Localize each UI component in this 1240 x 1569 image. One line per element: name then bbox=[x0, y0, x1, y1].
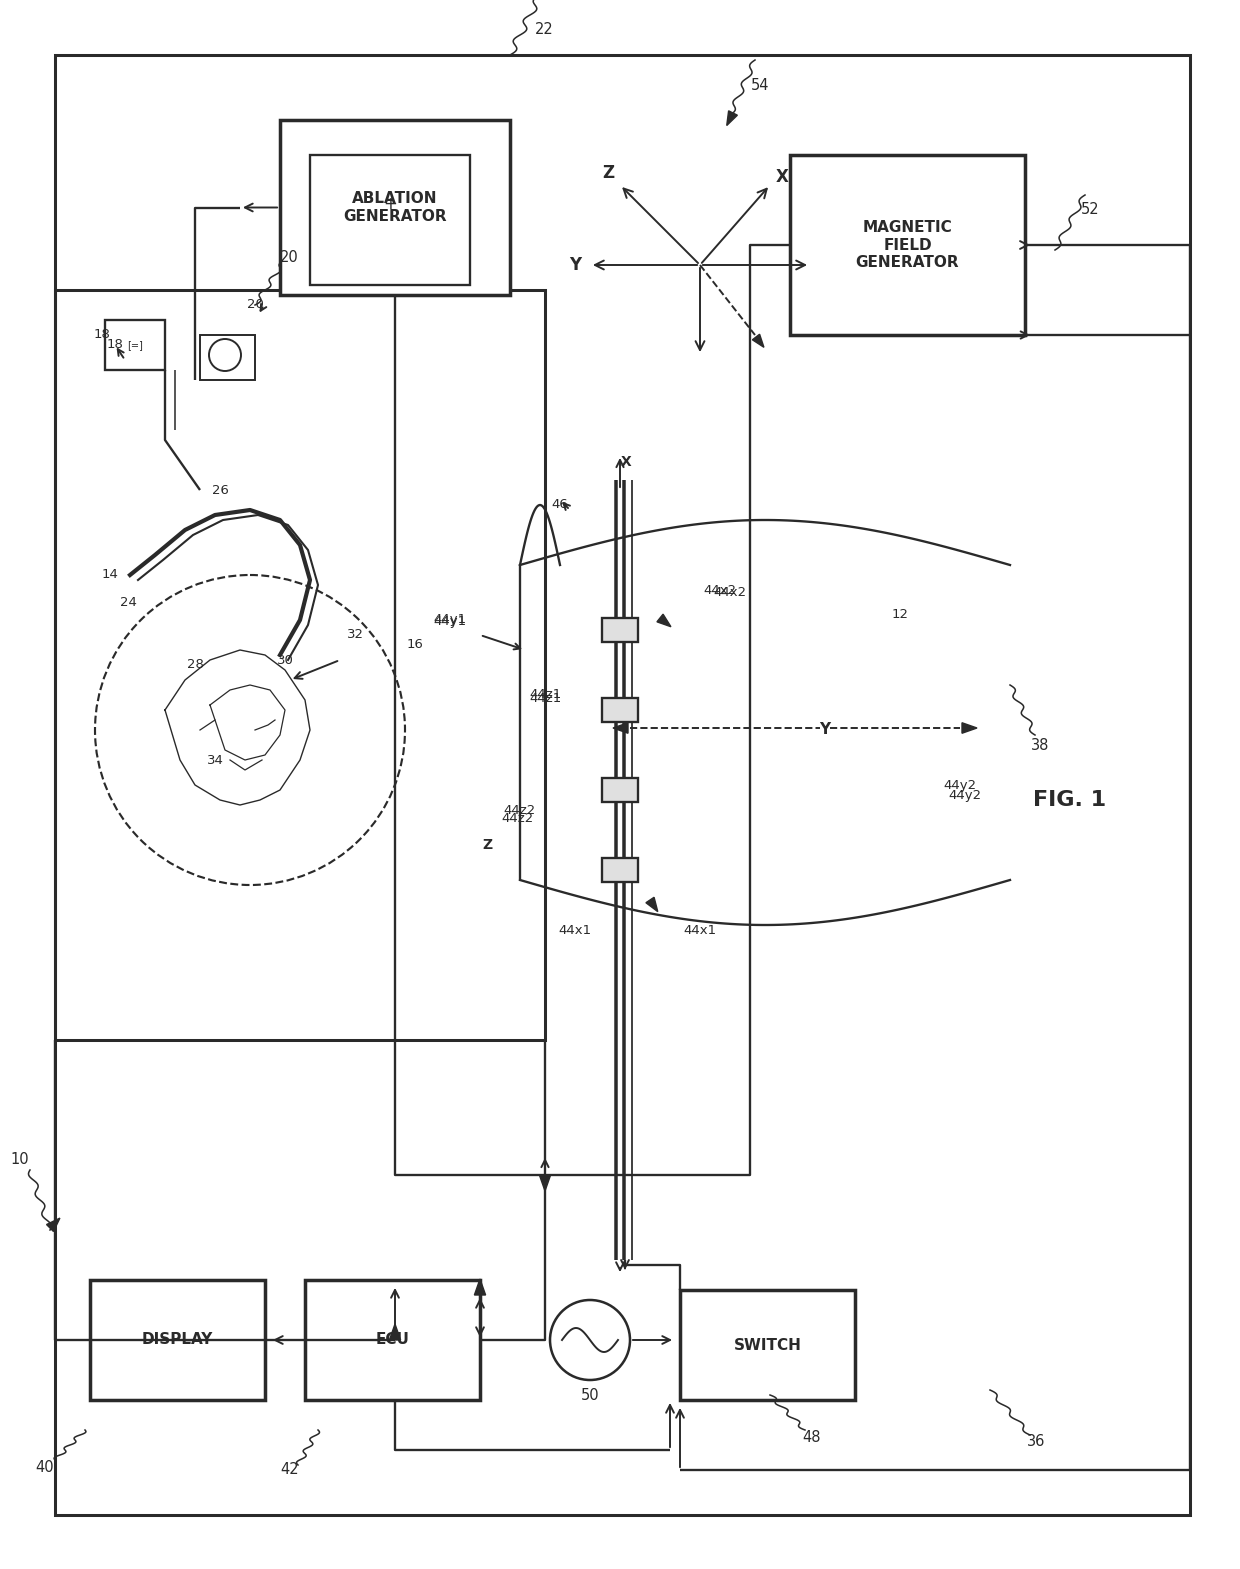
Polygon shape bbox=[962, 723, 977, 733]
Text: 20: 20 bbox=[280, 251, 299, 265]
Polygon shape bbox=[727, 111, 738, 126]
Text: 22: 22 bbox=[534, 22, 553, 38]
Bar bbox=[200, 336, 255, 380]
Text: 44x2: 44x2 bbox=[703, 584, 737, 596]
Polygon shape bbox=[753, 334, 764, 347]
Text: 18: 18 bbox=[107, 339, 124, 351]
Text: 26: 26 bbox=[212, 483, 228, 496]
Bar bbox=[91, 1280, 265, 1400]
Text: 28: 28 bbox=[186, 659, 203, 672]
Polygon shape bbox=[613, 723, 627, 733]
Text: 44y2: 44y2 bbox=[944, 778, 977, 791]
Bar bbox=[601, 618, 639, 642]
Text: 24: 24 bbox=[119, 596, 136, 609]
Text: Y: Y bbox=[820, 722, 831, 737]
Text: 32: 32 bbox=[346, 629, 363, 642]
Text: 10: 10 bbox=[11, 1153, 30, 1167]
Bar bbox=[790, 155, 1025, 336]
Text: 44y1: 44y1 bbox=[434, 615, 466, 629]
Text: Y: Y bbox=[569, 256, 582, 275]
Polygon shape bbox=[389, 1324, 401, 1340]
Text: MAGNETIC
FIELD
GENERATOR: MAGNETIC FIELD GENERATOR bbox=[856, 220, 960, 270]
Polygon shape bbox=[475, 1279, 486, 1294]
Bar bbox=[680, 1290, 856, 1400]
Polygon shape bbox=[539, 1175, 551, 1191]
Text: 46: 46 bbox=[552, 499, 568, 511]
Text: 50: 50 bbox=[580, 1387, 599, 1403]
Bar bbox=[55, 290, 546, 1040]
Text: 14: 14 bbox=[102, 568, 119, 582]
Text: 48: 48 bbox=[802, 1429, 821, 1445]
Text: 44y2: 44y2 bbox=[949, 789, 982, 802]
Text: +: + bbox=[383, 196, 397, 213]
Text: 30: 30 bbox=[277, 654, 294, 667]
Text: ECU: ECU bbox=[376, 1332, 409, 1348]
Text: 16: 16 bbox=[407, 639, 423, 651]
Bar bbox=[601, 698, 639, 722]
Polygon shape bbox=[657, 613, 671, 626]
Text: ABLATION
GENERATOR: ABLATION GENERATOR bbox=[343, 191, 446, 224]
Text: Z: Z bbox=[482, 838, 492, 852]
Text: 12: 12 bbox=[892, 609, 909, 621]
Bar bbox=[601, 778, 639, 802]
Bar bbox=[280, 119, 510, 295]
Text: 44x2: 44x2 bbox=[713, 585, 746, 598]
Text: 44z2: 44z2 bbox=[503, 803, 536, 816]
Text: 20: 20 bbox=[247, 298, 263, 312]
Text: 36: 36 bbox=[1027, 1434, 1045, 1450]
Text: 52: 52 bbox=[1081, 202, 1100, 218]
Bar bbox=[105, 320, 165, 370]
Text: 42: 42 bbox=[280, 1462, 299, 1478]
Bar bbox=[601, 858, 639, 882]
Text: SWITCH: SWITCH bbox=[734, 1337, 801, 1352]
Text: 44x1: 44x1 bbox=[558, 924, 591, 937]
Polygon shape bbox=[646, 897, 657, 912]
Text: 40: 40 bbox=[36, 1461, 55, 1475]
Text: FIG. 1: FIG. 1 bbox=[1033, 791, 1106, 810]
Text: Z: Z bbox=[601, 165, 614, 182]
Text: 38: 38 bbox=[1030, 737, 1049, 753]
Text: DISPLAY: DISPLAY bbox=[141, 1332, 213, 1348]
Text: 44z1: 44z1 bbox=[529, 689, 562, 701]
Text: 44z1: 44z1 bbox=[529, 692, 562, 704]
Polygon shape bbox=[47, 1218, 60, 1232]
Text: [=]: [=] bbox=[126, 340, 143, 350]
Bar bbox=[305, 1280, 480, 1400]
Text: 44x1: 44x1 bbox=[683, 924, 717, 937]
Text: X: X bbox=[775, 168, 789, 187]
Text: X: X bbox=[621, 455, 631, 469]
Text: 18: 18 bbox=[93, 328, 110, 342]
Bar bbox=[310, 155, 470, 286]
Text: 44y1: 44y1 bbox=[434, 613, 466, 626]
Text: 34: 34 bbox=[207, 753, 223, 767]
Text: 44z2: 44z2 bbox=[502, 811, 534, 824]
Text: 54: 54 bbox=[750, 77, 769, 93]
